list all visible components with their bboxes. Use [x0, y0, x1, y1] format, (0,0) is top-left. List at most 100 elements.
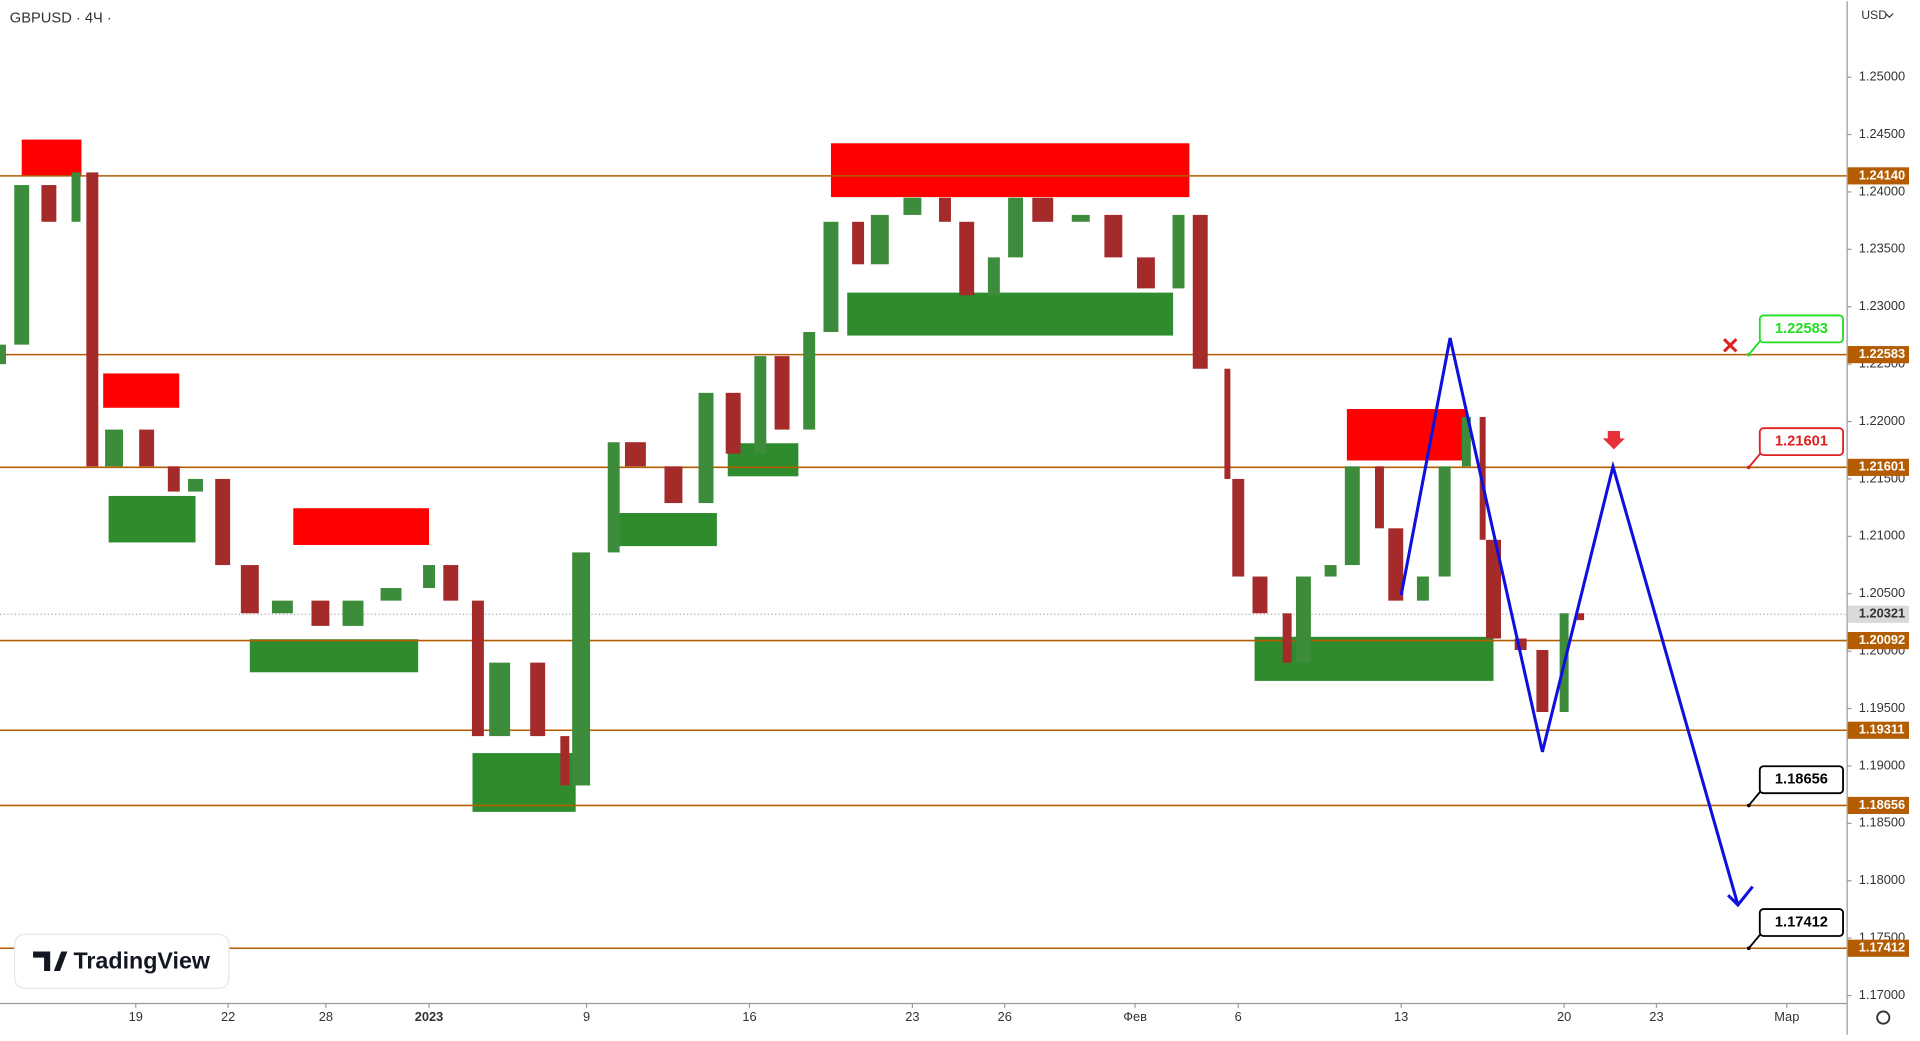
candle-body — [572, 552, 591, 786]
y-tick-label: 1.21000 — [1859, 528, 1905, 543]
callout-dot — [1746, 803, 1751, 808]
callout-dot — [1746, 465, 1751, 470]
candle-body — [423, 565, 436, 589]
candle-body — [624, 442, 646, 467]
y-tick-label: 1.18000 — [1859, 872, 1905, 887]
callout-label: 1.18656 — [1775, 772, 1828, 788]
candle-body — [987, 257, 1000, 296]
candle-body — [1232, 478, 1245, 577]
callout-pointer — [1748, 339, 1762, 356]
demand-zone — [249, 639, 419, 673]
candle-body — [1136, 257, 1155, 289]
candle-body — [167, 466, 180, 492]
candle-body — [1416, 576, 1429, 601]
candle-body — [215, 478, 231, 566]
candle-body — [471, 600, 484, 737]
x-tick-label: 23 — [1649, 1009, 1663, 1024]
x-tick-label: 2023 — [415, 1009, 444, 1024]
candle-body — [443, 565, 459, 601]
y-tick-label: 1.24000 — [1859, 183, 1905, 198]
y-tick-label: 1.19500 — [1859, 700, 1905, 715]
candle-body — [959, 221, 975, 296]
candle-body — [852, 221, 865, 265]
candle-body — [71, 172, 81, 222]
level-label: 1.19311 — [1859, 722, 1905, 737]
x-tick-label: 28 — [319, 1009, 333, 1024]
candle-body — [823, 221, 839, 333]
candle-body — [489, 662, 511, 737]
candle-body — [698, 392, 714, 504]
candle-body — [1344, 466, 1360, 566]
candle-body — [1461, 416, 1471, 467]
x-tick-label: 26 — [998, 1009, 1012, 1024]
level-label: 1.24140 — [1859, 167, 1905, 182]
supply-zone — [1346, 409, 1467, 461]
candle-body — [664, 466, 683, 504]
x-tick-label: Фев — [1123, 1009, 1147, 1024]
x-tick-label: 19 — [129, 1009, 143, 1024]
supply-zone — [830, 143, 1190, 198]
sell-arrow — [1602, 431, 1625, 450]
callout-dot — [1746, 946, 1751, 951]
watermark-text: TradingView — [73, 948, 210, 974]
level-label: 1.17412 — [1859, 940, 1905, 955]
y-tick-label: 1.24500 — [1859, 126, 1905, 141]
projection-arrowhead — [1727, 885, 1754, 908]
callout-pointer — [1748, 452, 1762, 468]
candle-body — [1486, 539, 1501, 639]
supply-zone — [21, 139, 82, 177]
callout-label: 1.21601 — [1775, 434, 1828, 450]
candle-body — [1282, 613, 1292, 663]
candle-body — [774, 356, 790, 430]
candle-body — [240, 565, 259, 614]
level-label: 1.22583 — [1859, 346, 1905, 361]
callout-label: 1.22583 — [1775, 321, 1828, 337]
candle-body — [188, 478, 203, 492]
level-label: 1.18656 — [1859, 797, 1905, 812]
candle-body — [1032, 197, 1054, 222]
candle-body — [1104, 214, 1123, 258]
candle-body — [1514, 638, 1527, 651]
callout-label: 1.17412 — [1775, 914, 1828, 930]
supply-zone — [293, 508, 430, 545]
x-tick-label: 22 — [221, 1009, 235, 1024]
level-badge — [1847, 796, 1909, 815]
candle-body — [939, 197, 951, 222]
demand-zone — [472, 753, 576, 812]
candle-body — [14, 185, 30, 345]
x-tick-label: 16 — [742, 1009, 756, 1024]
candle-body — [870, 214, 889, 265]
y-tick-label: 1.22000 — [1859, 413, 1905, 428]
level-badge — [1847, 346, 1909, 364]
demand-zone — [608, 513, 717, 547]
currency-chevron — [1885, 13, 1894, 19]
callout-box — [1758, 314, 1844, 344]
candle-body — [1071, 214, 1090, 222]
candle-body — [380, 588, 402, 601]
last-price-badge — [1847, 605, 1909, 623]
candle-body — [560, 736, 570, 786]
candle-body — [1324, 565, 1337, 577]
level-label: 1.20092 — [1859, 632, 1905, 647]
x-tick-label: Мар — [1774, 1009, 1799, 1024]
candle-body — [1374, 466, 1384, 529]
cancel-marker — [1722, 338, 1738, 353]
candle-body — [1438, 466, 1451, 577]
candle-body — [803, 332, 816, 430]
level-badge — [1847, 939, 1909, 957]
y-tick-label: 1.23500 — [1859, 241, 1905, 256]
callout-pointer — [1748, 932, 1762, 949]
currency[interactable]: USD — [1861, 8, 1887, 22]
level-badge — [1847, 632, 1909, 650]
candle-body — [1224, 368, 1231, 479]
settings-icon[interactable] — [1876, 1010, 1891, 1025]
demand-zone — [847, 292, 1174, 336]
y-tick-label: 1.18500 — [1859, 815, 1905, 830]
candle-body — [139, 429, 155, 467]
candle-body — [342, 600, 364, 626]
y-tick-label: 1.19000 — [1859, 757, 1905, 772]
candle-body — [1172, 214, 1185, 289]
y-tick-label: 1.17000 — [1859, 987, 1905, 1002]
supply-zone — [103, 373, 180, 408]
